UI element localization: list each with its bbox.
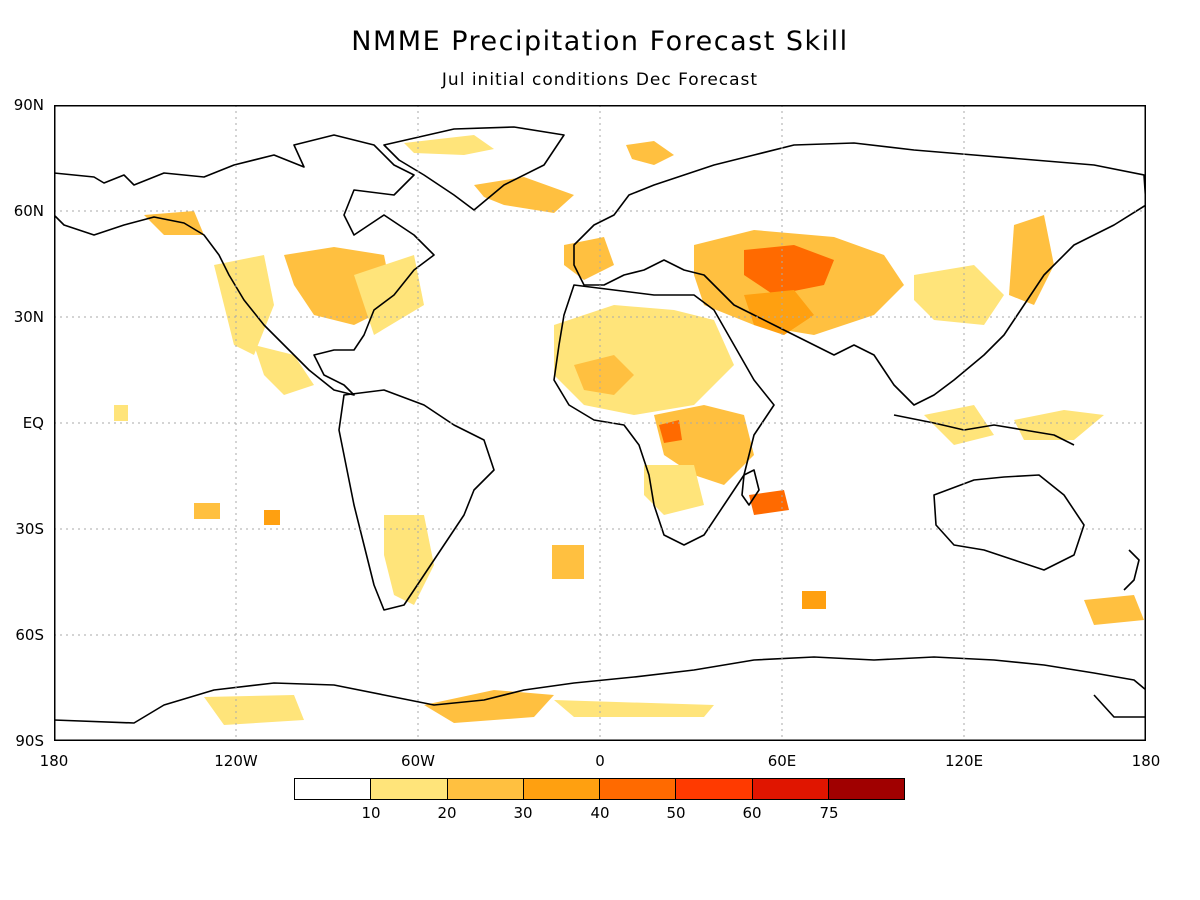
skill-patch-s-africa — [644, 465, 704, 515]
skill-patch-greenland — [404, 135, 494, 155]
lat-label-90n: 90N — [13, 96, 44, 114]
colorbar-cell — [828, 779, 904, 799]
colorbar-label: 50 — [666, 804, 686, 822]
skill-patch-svalbard — [626, 141, 674, 165]
skill-patch-kazakhstan — [744, 245, 834, 295]
lat-label-30s: 30S — [15, 520, 44, 538]
chart-title: NMME Precipitation Forecast Skill — [351, 26, 849, 57]
skill-patch-nz — [1084, 595, 1144, 625]
lon-label-120w: 120W — [214, 752, 258, 770]
colorbar-cell — [371, 779, 448, 799]
skill-patch-s-atlantic — [552, 545, 584, 579]
skill-patch-pacific-1 — [114, 405, 128, 421]
coastline-eurasia — [573, 142, 1146, 406]
coastline-new-zealand — [1123, 549, 1140, 591]
lat-label-eq: EQ — [22, 414, 44, 432]
skill-patch-antarctica-c — [424, 690, 554, 723]
skill-patch-antarctica-e — [554, 700, 714, 717]
colorbar-cell — [523, 779, 600, 799]
skill-patch-n-africa — [554, 305, 734, 415]
colorbar-label: 40 — [590, 804, 610, 822]
coastline-australia — [933, 474, 1085, 571]
skill-patch-w-pacific — [1014, 410, 1104, 440]
colorbar-cell — [447, 779, 524, 799]
skill-patch-pacific-2 — [194, 503, 220, 519]
colorbar-label: 10 — [361, 804, 381, 822]
lon-label-180e: 180 — [1131, 752, 1161, 770]
colorbar-label: 30 — [513, 804, 533, 822]
lon-label-120e: 120E — [944, 752, 984, 770]
skill-shading — [114, 135, 1144, 725]
colorbar — [294, 778, 905, 800]
lon-label-60w: 60W — [401, 752, 435, 770]
skill-patch-patagonia — [384, 515, 434, 605]
coastline-madagascar — [741, 469, 760, 506]
lat-label-90s: 90S — [15, 732, 44, 750]
coastline-antarctica — [54, 656, 1146, 724]
lat-label-60n: 60N — [13, 202, 44, 220]
colorbar-label: 60 — [742, 804, 762, 822]
lat-label-60s: 60S — [15, 626, 44, 644]
coastline-africa — [553, 284, 775, 546]
coastline-south-america — [338, 389, 495, 611]
chart-subtitle: Jul initial conditions Dec Forecast — [441, 70, 759, 90]
skill-patch-pacific-3 — [264, 510, 280, 525]
colorbar-cell — [295, 779, 372, 799]
coastline-greenland — [383, 126, 565, 211]
colorbar-cell — [600, 779, 677, 799]
colorbar-label: 75 — [819, 804, 839, 822]
coastline-indonesia — [893, 414, 1075, 446]
coastlines — [54, 126, 1146, 724]
skill-patch-japan — [1009, 215, 1054, 305]
skill-patch-s-indian — [802, 591, 826, 609]
skill-patch-madagascar — [749, 490, 789, 515]
skill-patch-maritime — [924, 405, 994, 445]
map-frame — [54, 105, 1146, 741]
skill-patch-antarctica-w — [204, 695, 304, 725]
colorbar-cell — [752, 779, 829, 799]
skill-patch-nw-usa — [214, 255, 274, 355]
skill-patch-iberia — [564, 237, 614, 280]
coastline-north-america — [54, 134, 435, 396]
world-skill-map — [54, 105, 1146, 741]
skill-patch-iran — [744, 290, 814, 335]
skill-patch-china — [914, 265, 1004, 325]
lon-label-60e: 60E — [767, 752, 797, 770]
skill-patch-alaska — [144, 211, 204, 235]
lat-label-30n: 30N — [13, 308, 44, 326]
skill-patch-sahel — [574, 355, 634, 395]
colorbar-label: 20 — [437, 804, 457, 822]
skill-patch-arctic-atl — [474, 177, 574, 213]
graticule — [54, 105, 1146, 741]
colorbar-cell — [676, 779, 753, 799]
skill-patch-mexico — [254, 345, 314, 395]
lon-label-0: 0 — [595, 752, 605, 770]
skill-patch-congo — [659, 420, 682, 443]
lon-label-180w: 180 — [39, 752, 69, 770]
